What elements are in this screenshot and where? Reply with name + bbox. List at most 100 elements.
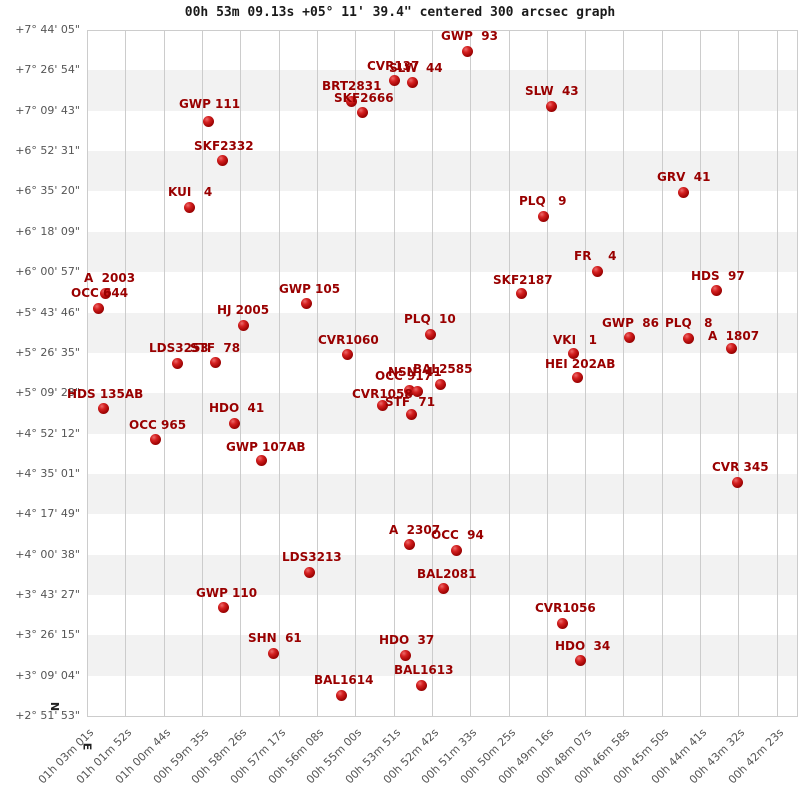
- x-tick-label: 00h 51m 33s: [418, 726, 480, 787]
- y-tick-label: +3° 43' 27": [15, 587, 80, 601]
- star-dot: [303, 566, 315, 578]
- grid-band: [87, 312, 797, 353]
- vertical-gridline: [661, 30, 663, 716]
- star-label: GWP 107AB: [226, 440, 306, 454]
- star-dot: [725, 342, 737, 354]
- star-label: OCC 917: [375, 369, 433, 383]
- star-label: HEI 202AB: [545, 357, 616, 371]
- x-tick-label: 01h 01m 52s: [74, 726, 135, 787]
- grid-band: [87, 70, 797, 111]
- star-dot: [335, 689, 347, 701]
- x-tick-label: 00h 56m 08s: [265, 726, 327, 787]
- vertical-gridline: [700, 30, 702, 716]
- y-tick-label: +4° 17' 49": [15, 507, 80, 521]
- y-tick-label: +5° 26' 35": [15, 345, 80, 359]
- star-dot: [405, 408, 417, 420]
- star-label: STF 78: [190, 341, 241, 355]
- star-dot: [237, 319, 249, 331]
- star-dot: [171, 357, 183, 369]
- vertical-gridline: [355, 30, 357, 716]
- y-tick-label: +5° 09' 23": [15, 386, 80, 400]
- star-label: PLQ 10: [404, 312, 456, 326]
- compass-east-label: E: [80, 742, 94, 751]
- vertical-gridline: [316, 30, 318, 716]
- star-label: CVR1060: [318, 333, 379, 347]
- star-dot: [228, 417, 240, 429]
- y-tick-label: +4° 35' 01": [15, 466, 80, 480]
- star-dot: [376, 399, 388, 411]
- star-dot: [92, 302, 104, 314]
- star-label: SLW 43: [525, 84, 579, 98]
- y-tick-label: +6° 35' 20": [15, 184, 80, 198]
- star-label: A 1807: [708, 329, 760, 343]
- star-dot: [403, 538, 415, 550]
- star-dot: [345, 95, 357, 107]
- star-label: CVR1056: [535, 601, 596, 615]
- star-dot: [300, 297, 312, 309]
- star-dot: [571, 371, 583, 383]
- star-label: BAL2081: [417, 567, 477, 581]
- star-label: GWP 111: [179, 97, 241, 111]
- star-dot: [183, 201, 195, 213]
- star-label: HDS 135AB: [67, 387, 144, 401]
- plot-bottom-border: [87, 716, 798, 717]
- y-tick-label: +4° 52' 12": [15, 426, 80, 440]
- x-tick-label: 01h 03m 01s: [35, 726, 97, 787]
- star-dot: [356, 106, 368, 118]
- grid-band: [87, 231, 797, 273]
- vertical-gridline: [240, 30, 242, 716]
- star-label: NSN 41: [388, 365, 442, 379]
- star-dot: [450, 544, 462, 556]
- y-tick-label: +4° 00' 38": [15, 547, 80, 561]
- star-dot: [217, 601, 229, 613]
- plot-right-border: [797, 30, 798, 716]
- star-dot: [574, 654, 586, 666]
- star-label: KUI 4: [168, 185, 213, 199]
- star-dot: [461, 45, 473, 57]
- star-dot: [406, 76, 418, 88]
- x-tick-label: 00h 42m 23s: [725, 726, 786, 787]
- star-label: OCC 644: [71, 286, 129, 300]
- vertical-gridline: [87, 30, 88, 716]
- star-dot: [710, 284, 722, 296]
- x-tick-label: 00h 55m 00s: [303, 726, 365, 787]
- y-tick-label: +7° 44' 05": [15, 23, 80, 36]
- star-label: A 2307: [389, 523, 441, 537]
- y-tick-label: +7° 26' 54": [15, 63, 80, 77]
- star-label: FR 4: [574, 249, 617, 263]
- star-label: GRV 41: [657, 170, 711, 184]
- x-tick-label: 00h 59m 35s: [150, 726, 212, 787]
- y-tick-label: +2° 51' 53": [15, 709, 80, 722]
- star-dot: [731, 476, 743, 488]
- star-dot: [388, 74, 400, 86]
- vertical-gridline: [508, 30, 510, 716]
- y-tick-label: +3° 26' 15": [15, 628, 80, 642]
- star-dot: [255, 454, 267, 466]
- x-tick-label: 00h 58m 26s: [189, 726, 250, 787]
- y-tick-label: +3° 09' 04": [15, 668, 80, 682]
- star-dot: [97, 402, 109, 414]
- star-dot: [209, 356, 221, 368]
- star-dot: [424, 328, 436, 340]
- star-label: SKF2666: [334, 91, 394, 105]
- star-label: SKF2332: [194, 139, 254, 153]
- chart-title: 00h 53m 09.13s +05° 11' 39.4" centered 3…: [184, 5, 616, 20]
- star-dot: [623, 331, 635, 343]
- x-tick-label: 00h 48m 07s: [533, 726, 595, 787]
- star-dot: [437, 582, 449, 594]
- grid-band: [87, 151, 797, 192]
- star-label: VKI 1: [553, 333, 597, 347]
- grid-band: [87, 393, 797, 434]
- star-dot: [99, 287, 111, 299]
- y-tick-label: +6° 00' 57": [15, 265, 80, 279]
- star-label: BAL1614: [314, 673, 374, 687]
- star-label: CVR1058: [352, 387, 413, 401]
- x-tick-label: 00h 53m 51s: [342, 726, 403, 787]
- x-tick-label: 01h 00m 44s: [112, 726, 173, 787]
- star-dot: [677, 186, 689, 198]
- star-dot: [149, 433, 161, 445]
- grid-band: [87, 635, 797, 676]
- x-tick-label: 00h 49m 16s: [495, 726, 556, 787]
- y-tick-label: +7° 09' 43": [15, 103, 80, 117]
